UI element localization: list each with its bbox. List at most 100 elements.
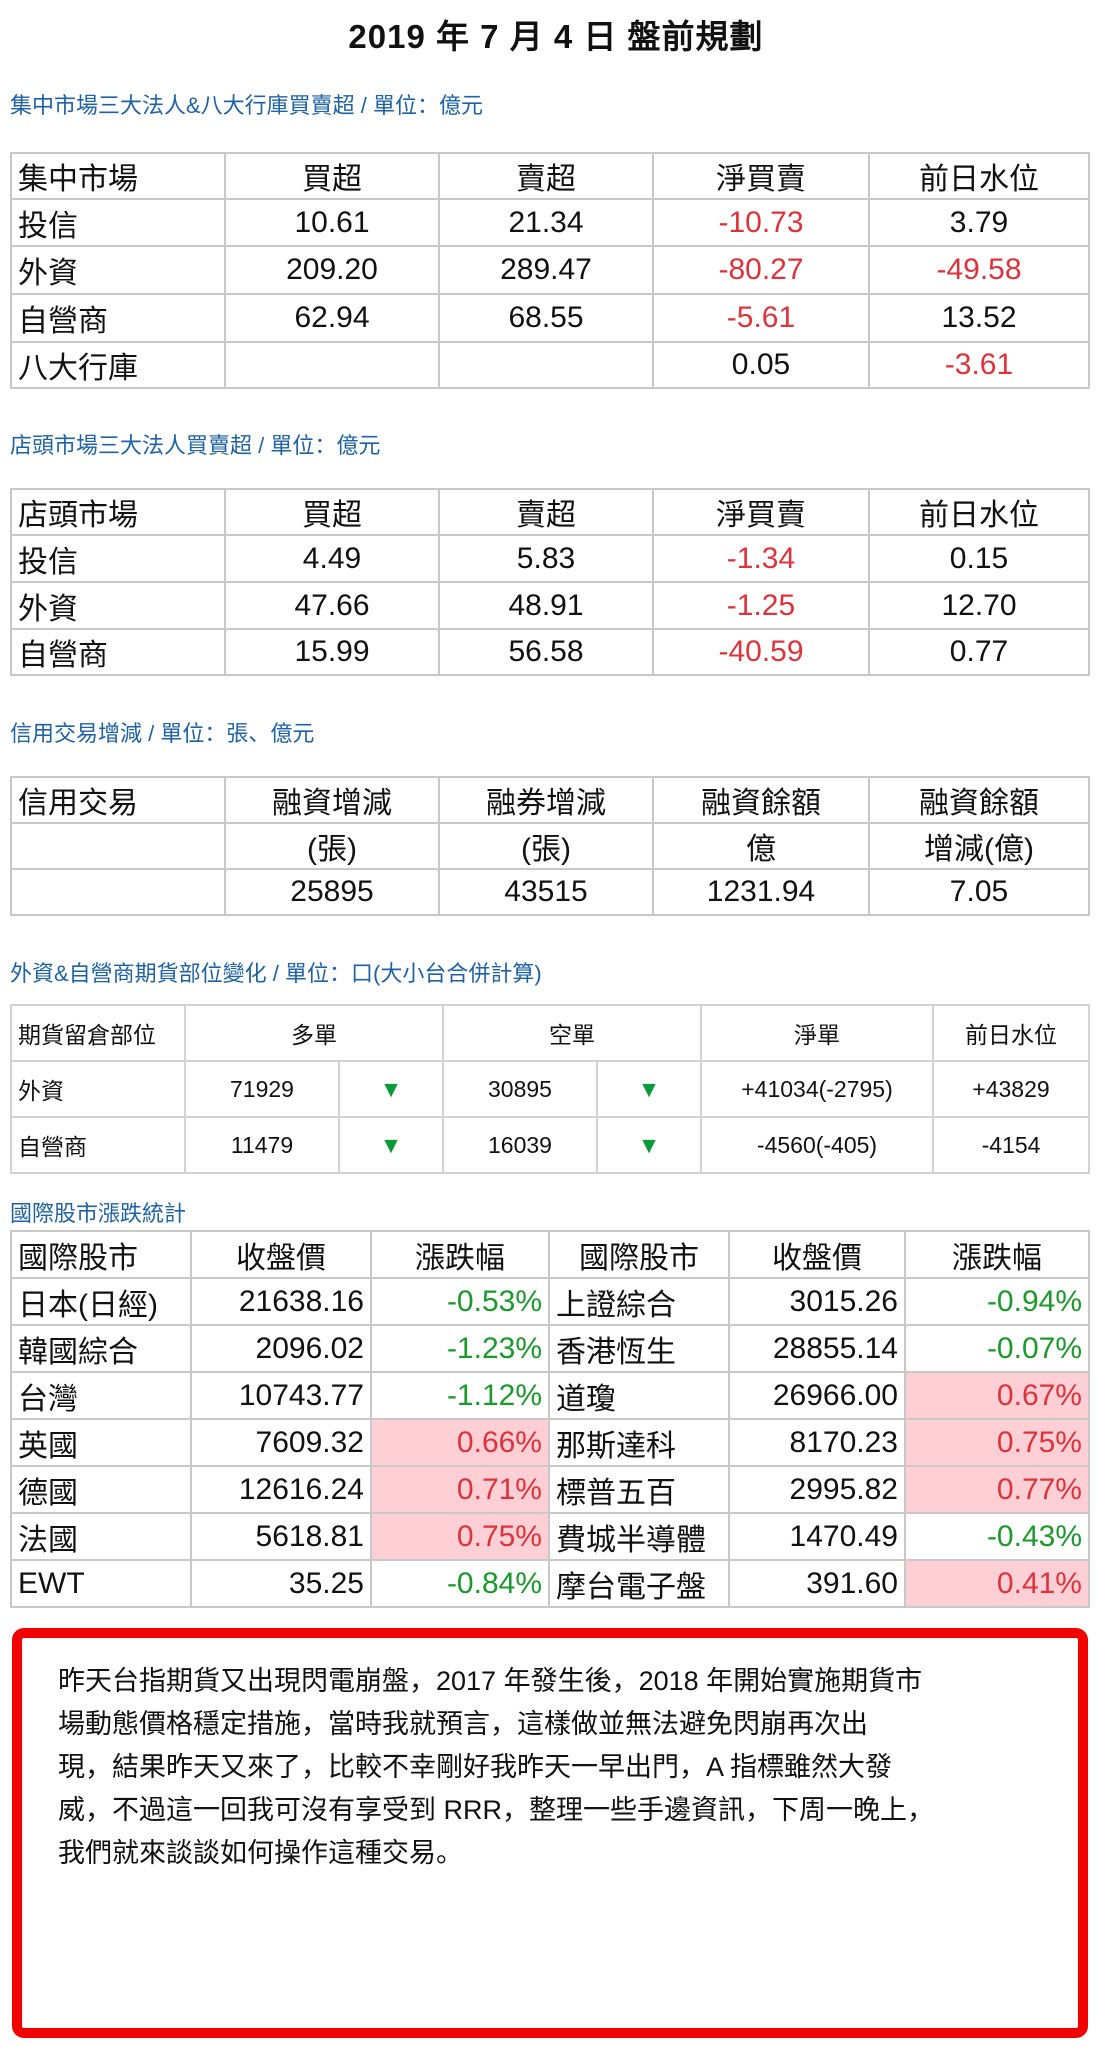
commentary-text: 昨天台指期貨又出現閃電崩盤，2017 年發生後，2018 年開始實施期貨市 場動… [58, 1660, 1068, 1875]
header-cell: 多單 [184, 1004, 444, 1062]
futures-position-table: 期貨留倉部位 多單 空單 淨單 前日水位 外資 71929 ▼ 30895 ▼ … [10, 1004, 1090, 1174]
cell: 43515 [438, 868, 654, 916]
cell: +41034(-2795) [700, 1060, 934, 1118]
table-row: 外資 71929 ▼ 30895 ▼ +41034(-2795) +43829 [10, 1060, 1090, 1118]
index-name: 法國 [10, 1512, 192, 1561]
close-price: 35.25 [190, 1559, 372, 1608]
index-name: 標普五百 [548, 1465, 730, 1514]
down-triangle-icon: ▼ [596, 1060, 702, 1118]
table-header-row: 店頭市場 買超 賣超 淨買賣 前日水位 [10, 488, 1090, 536]
change-pct: -0.84% [370, 1559, 550, 1608]
close-price: 8170.23 [728, 1418, 906, 1467]
change-pct: -0.43% [904, 1512, 1090, 1561]
change-pct: 0.77% [904, 1465, 1090, 1514]
change-pct: -0.07% [904, 1324, 1090, 1373]
commentary-line: 我們就來談談如何操作這種交易。 [58, 1838, 463, 1868]
listed-market-table: 集中市場 買超 賣超 淨買賣 前日水位 投信 10.61 21.34 -10.7… [10, 152, 1090, 389]
down-triangle-icon: ▼ [596, 1116, 702, 1174]
cell: 56.58 [438, 628, 654, 676]
cell: -4154 [932, 1116, 1090, 1174]
header-cell: 前日水位 [868, 152, 1090, 200]
table-row: 外資 209.20 289.47 -80.27 -49.58 [10, 245, 1090, 295]
index-name: 上證綜合 [548, 1277, 730, 1326]
cell: 0.05 [652, 341, 870, 389]
header-cell: 融資餘額 [652, 776, 870, 824]
index-name: 費城半導體 [548, 1512, 730, 1561]
close-price: 7609.32 [190, 1418, 372, 1467]
unit-cell: (張) [224, 822, 440, 870]
close-price: 3015.26 [728, 1277, 906, 1326]
index-name: 香港恆生 [548, 1324, 730, 1373]
row-label: 外資 [10, 581, 226, 630]
margin-trading-table: 信用交易 融資增減 融券增減 融資餘額 融資餘額 (張) (張) 億 增減(億)… [10, 776, 1090, 916]
cell: 12.70 [868, 581, 1090, 630]
cell: 15.99 [224, 628, 440, 676]
close-price: 2096.02 [190, 1324, 372, 1373]
close-price: 12616.24 [190, 1465, 372, 1514]
page-title: 2019 年 7 月 4 日 盤前規劃 [348, 18, 764, 55]
commentary-line: 現，結果昨天又來了，比較不幸剛好我昨天一早出門，A 指標雖然大發 [58, 1752, 893, 1782]
table-header-row: 國際股市 收盤價 漲跌幅 國際股市 收盤價 漲跌幅 [10, 1230, 1090, 1279]
change-pct: 0.75% [904, 1418, 1090, 1467]
header-cell: 期貨留倉部位 [10, 1004, 186, 1062]
table-row: EWT 35.25 -0.84% 摩台電子盤 391.60 0.41% [10, 1559, 1090, 1608]
table-row: 八大行庫 0.05 -3.61 [10, 341, 1090, 389]
index-name: 台灣 [10, 1371, 192, 1420]
row-label: 投信 [10, 534, 226, 583]
change-pct: 0.75% [370, 1512, 550, 1561]
section-title-margin: 信用交易增減 / 單位：張、億元 [10, 721, 315, 746]
row-label: 自營商 [10, 1116, 186, 1174]
down-triangle-icon: ▼ [338, 1116, 444, 1174]
header-cell: 淨單 [700, 1004, 934, 1062]
cell: 209.20 [224, 245, 440, 295]
commentary-box: 昨天台指期貨又出現閃電崩盤，2017 年發生後，2018 年開始實施期貨市 場動… [12, 1628, 1088, 2038]
change-pct: -0.94% [904, 1277, 1090, 1326]
header-cell: 空單 [442, 1004, 702, 1062]
table-row: (張) (張) 億 增減(億) [10, 822, 1090, 870]
header-cell: 集中市場 [10, 152, 226, 200]
header-cell: 賣超 [438, 152, 654, 200]
cell: 62.94 [224, 293, 440, 343]
header-cell: 收盤價 [190, 1230, 372, 1279]
header-cell: 店頭市場 [10, 488, 226, 536]
change-pct: -1.12% [370, 1371, 550, 1420]
table-row: 投信 10.61 21.34 -10.73 3.79 [10, 198, 1090, 247]
close-price: 5618.81 [190, 1512, 372, 1561]
cell: -10.73 [652, 198, 870, 247]
row-label: 自營商 [10, 293, 226, 343]
header-cell: 漲跌幅 [904, 1230, 1090, 1279]
table-row: 法國 5618.81 0.75% 費城半導體 1470.49 -0.43% [10, 1512, 1090, 1561]
header-cell: 漲跌幅 [370, 1230, 550, 1279]
table-row: 英國 7609.32 0.66% 那斯達科 8170.23 0.75% [10, 1418, 1090, 1467]
table-row: 25895 43515 1231.94 7.05 [10, 868, 1090, 916]
cell: 13.52 [868, 293, 1090, 343]
cell: 5.83 [438, 534, 654, 583]
table-row: 自營商 11479 ▼ 16039 ▼ -4560(-405) -4154 [10, 1116, 1090, 1174]
cell: -40.59 [652, 628, 870, 676]
cell [10, 868, 226, 916]
row-label: 外資 [10, 245, 226, 295]
header-cell: 融券增減 [438, 776, 654, 824]
cell: 21.34 [438, 198, 654, 247]
unit-cell: 增減(億) [868, 822, 1090, 870]
commentary-line: 昨天台指期貨又出現閃電崩盤，2017 年發生後，2018 年開始實施期貨市 [58, 1666, 923, 1696]
table-header-row: 信用交易 融資增減 融券增減 融資餘額 融資餘額 [10, 776, 1090, 824]
change-pct: -0.53% [370, 1277, 550, 1326]
close-price: 1470.49 [728, 1512, 906, 1561]
cell: +43829 [932, 1060, 1090, 1118]
close-price: 26966.00 [728, 1371, 906, 1420]
index-name: EWT [10, 1559, 192, 1608]
cell: 25895 [224, 868, 440, 916]
table-row: 台灣 10743.77 -1.12% 道瓊 26966.00 0.67% [10, 1371, 1090, 1420]
commentary-line: 威，不過這一回我可沒有享受到 RRR，整理一些手邊資訊，下周一晚上， [58, 1795, 934, 1825]
section-title-listed: 集中市場三大法人&八大行庫買賣超 / 單位：億元 [10, 93, 484, 118]
cell: 3.79 [868, 198, 1090, 247]
cell: 289.47 [438, 245, 654, 295]
index-name: 摩台電子盤 [548, 1559, 730, 1608]
header-cell: 國際股市 [548, 1230, 730, 1279]
header-cell: 收盤價 [728, 1230, 906, 1279]
header-cell: 買超 [224, 152, 440, 200]
index-name: 道瓊 [548, 1371, 730, 1420]
table-row: 日本(日經) 21638.16 -0.53% 上證綜合 3015.26 -0.9… [10, 1277, 1090, 1326]
table-row: 自營商 62.94 68.55 -5.61 13.52 [10, 293, 1090, 343]
